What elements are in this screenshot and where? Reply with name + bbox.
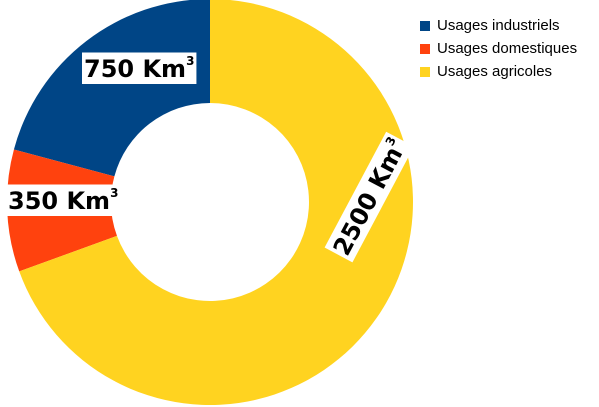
legend-swatch-domestiques bbox=[420, 43, 430, 54]
slice-agricoles bbox=[19, 0, 414, 405]
slice-label-box-industriels bbox=[82, 52, 197, 84]
slice-label-value-industriels: 750 Km bbox=[84, 55, 186, 83]
slice-label-value-domestiques: 350 Km bbox=[8, 187, 110, 215]
slice-label-text-domestiques: 350 Km3 bbox=[8, 186, 118, 216]
chart-legend: Usages industriels Usages domestiques Us… bbox=[420, 14, 577, 83]
legend-item-agricoles: Usages agricoles bbox=[420, 60, 577, 83]
legend-label-industriels: Usages industriels bbox=[437, 17, 560, 34]
slice-label-domestiques: 350 Km3 bbox=[6, 184, 121, 216]
legend-item-domestiques: Usages domestiques bbox=[420, 37, 577, 60]
legend-item-industriels: Usages industriels bbox=[420, 14, 577, 37]
slice-label-superscript-domestiques: 3 bbox=[110, 186, 118, 200]
slice-label-superscript-industriels: 3 bbox=[186, 54, 194, 68]
legend-swatch-industriels bbox=[420, 20, 430, 31]
slice-label-text-industriels: 750 Km3 bbox=[84, 54, 194, 84]
slice-label-industriels: 750 Km3 bbox=[82, 52, 197, 84]
legend-swatch-agricoles bbox=[420, 66, 430, 77]
slice-label-box-agricoles bbox=[324, 131, 414, 263]
legend-label-domestiques: Usages domestiques bbox=[437, 40, 578, 57]
legend-label-agricoles: Usages agricoles bbox=[437, 63, 553, 80]
slice-industriels bbox=[13, 0, 210, 177]
slice-label-box-domestiques bbox=[6, 184, 121, 216]
